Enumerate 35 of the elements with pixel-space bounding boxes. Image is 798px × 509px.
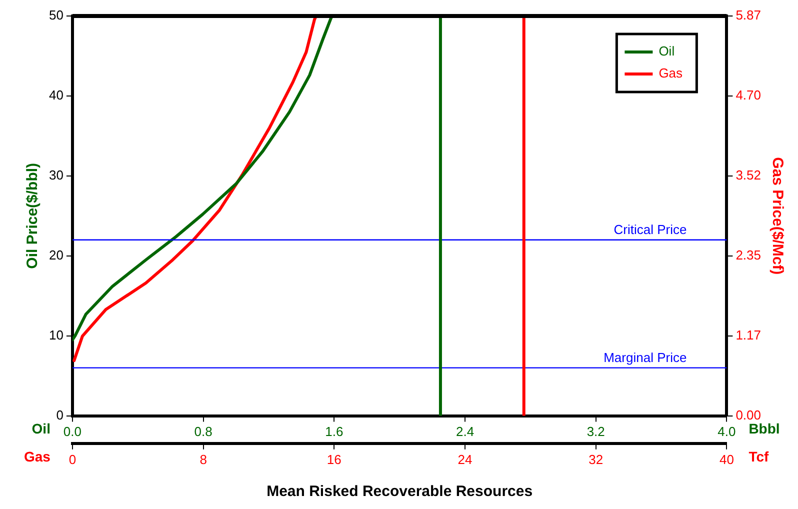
- y2-tick-label: 4.70: [736, 88, 762, 103]
- y2-tick-label: 0.00: [736, 407, 762, 422]
- text: Tcf: [748, 448, 769, 464]
- text: Gas: [24, 448, 51, 464]
- y-tick-label: 0: [56, 407, 64, 422]
- text: Oil: [32, 420, 50, 437]
- x-tick-label: 0.0: [63, 424, 82, 440]
- legend-label: Oil: [658, 44, 675, 59]
- y2-tick-label: 2.35: [736, 247, 762, 262]
- y-tick-label: 50: [48, 8, 64, 23]
- y-axis-title: Oil Price($/bbl): [24, 162, 42, 269]
- ref-line-label: Critical Price: [614, 222, 687, 237]
- x-tick-label: 2.4: [456, 424, 474, 440]
- x-tick-label: 1.6: [325, 424, 344, 440]
- x2-tick-label: 8: [200, 452, 207, 467]
- x-tick-label: 3.2: [586, 424, 605, 440]
- x2-tick-label: 0: [68, 452, 76, 467]
- y-tick-label: 10: [48, 327, 64, 342]
- y2-tick-label: 3.52: [736, 168, 762, 182]
- x-tick-label: 4.0: [718, 424, 736, 440]
- legend-label: Gas: [658, 66, 684, 81]
- y-tick-label: 30: [48, 168, 64, 182]
- y2-tick-label: 5.87: [736, 8, 762, 23]
- y2-axis-title: Gas Price($/Mcf): [768, 157, 786, 275]
- y2-tick-label: 1.17: [736, 327, 762, 342]
- x2-tick-label: 40: [719, 452, 734, 467]
- x2-tick-label: 32: [588, 452, 604, 467]
- y-tick-label: 40: [48, 88, 64, 103]
- ref-line-label: Marginal Price: [604, 350, 687, 365]
- text: Bbbl: [748, 420, 780, 437]
- x-axis-title: Mean Risked Recoverable Resources: [266, 483, 533, 500]
- y-tick-label: 20: [48, 247, 64, 262]
- x2-tick-label: 24: [458, 452, 472, 467]
- x-tick-label: 0.8: [194, 424, 212, 440]
- x2-tick-label: 16: [326, 452, 342, 467]
